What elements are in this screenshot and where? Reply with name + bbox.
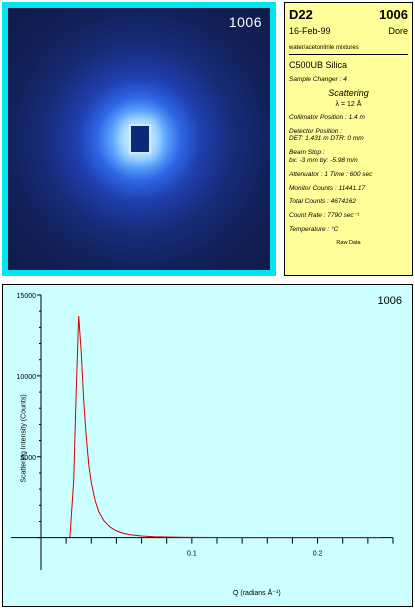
run-date: 16-Feb-99: [289, 26, 331, 36]
y-tick-label: 10000: [17, 374, 37, 381]
info-date-user: 16-Feb-99 Dore: [289, 26, 408, 36]
detector-run-number: 1006: [228, 14, 262, 30]
run-info-panel: D22 1006 16-Feb-99 Dore water/acetonitri…: [284, 2, 413, 276]
info-run-number: 1006: [379, 7, 408, 22]
monitor-counts: Monitor Counts : 11441.17: [289, 184, 366, 192]
measurement-mode: Scattering: [328, 87, 369, 98]
y-tick-label: 15000: [17, 293, 37, 300]
detector-position-value: DET: 1.431 m DTR: 0 mm: [289, 135, 364, 143]
detector-image: 1006: [8, 8, 270, 270]
beam-stop-value: bx: -3 mm by: -5.98 mm: [289, 156, 358, 164]
detector-position-title: Detector Position :: [289, 127, 343, 135]
x-axis-label: Q (radians Å⁻¹): [233, 590, 281, 597]
count-rate: Count Rate : 7790 sec⁻¹: [289, 212, 360, 220]
x-tick-label: 0.2: [313, 551, 323, 558]
info-header: D22 1006: [289, 7, 408, 22]
instrument-name: D22: [289, 7, 313, 22]
y-tick-label: 5000: [20, 455, 36, 462]
beam-stop-shadow: [129, 124, 151, 154]
intensity-chart: 5000 10000 15000 0.1 0.2: [11, 293, 394, 570]
sample-changer: Sample Changer : 4: [289, 76, 347, 83]
beam-stop: Beam Stop : bx: -3 mm by: -5.98 mm: [289, 149, 408, 165]
detector-position: Detector Position : DET: 1.431 m DTR: 0 …: [289, 128, 408, 144]
run-user: Dore: [388, 26, 408, 36]
sample-name: C500UB Silica: [289, 60, 348, 70]
detector-image-frame: 1006: [2, 2, 276, 276]
intensity-plot-panel: 5000 10000 15000 0.1 0.2 1006 Scattering Int…: [2, 284, 413, 607]
temperature: Temperature : °C: [289, 225, 339, 233]
wavelength: λ = 12 Å: [335, 100, 362, 108]
raw-data-label: Raw Data: [336, 239, 361, 246]
collimator-position: Collimator Position : 1.4 m: [289, 113, 365, 121]
y-axis-label: Scattering Intensity (Counts): [20, 394, 28, 483]
plot-run-number: 1006: [377, 295, 402, 307]
run-subtitle: water/acetonitrile mixtures: [289, 45, 408, 55]
x-tick-label: 0.1: [187, 551, 197, 558]
beam-stop-title: Beam Stop :: [289, 149, 325, 157]
intensity-curve: [69, 315, 381, 539]
attenuator-time: Attenuator : 1 Time : 600 sec: [289, 170, 373, 178]
total-counts: Total Counts : 4674162: [289, 198, 356, 206]
